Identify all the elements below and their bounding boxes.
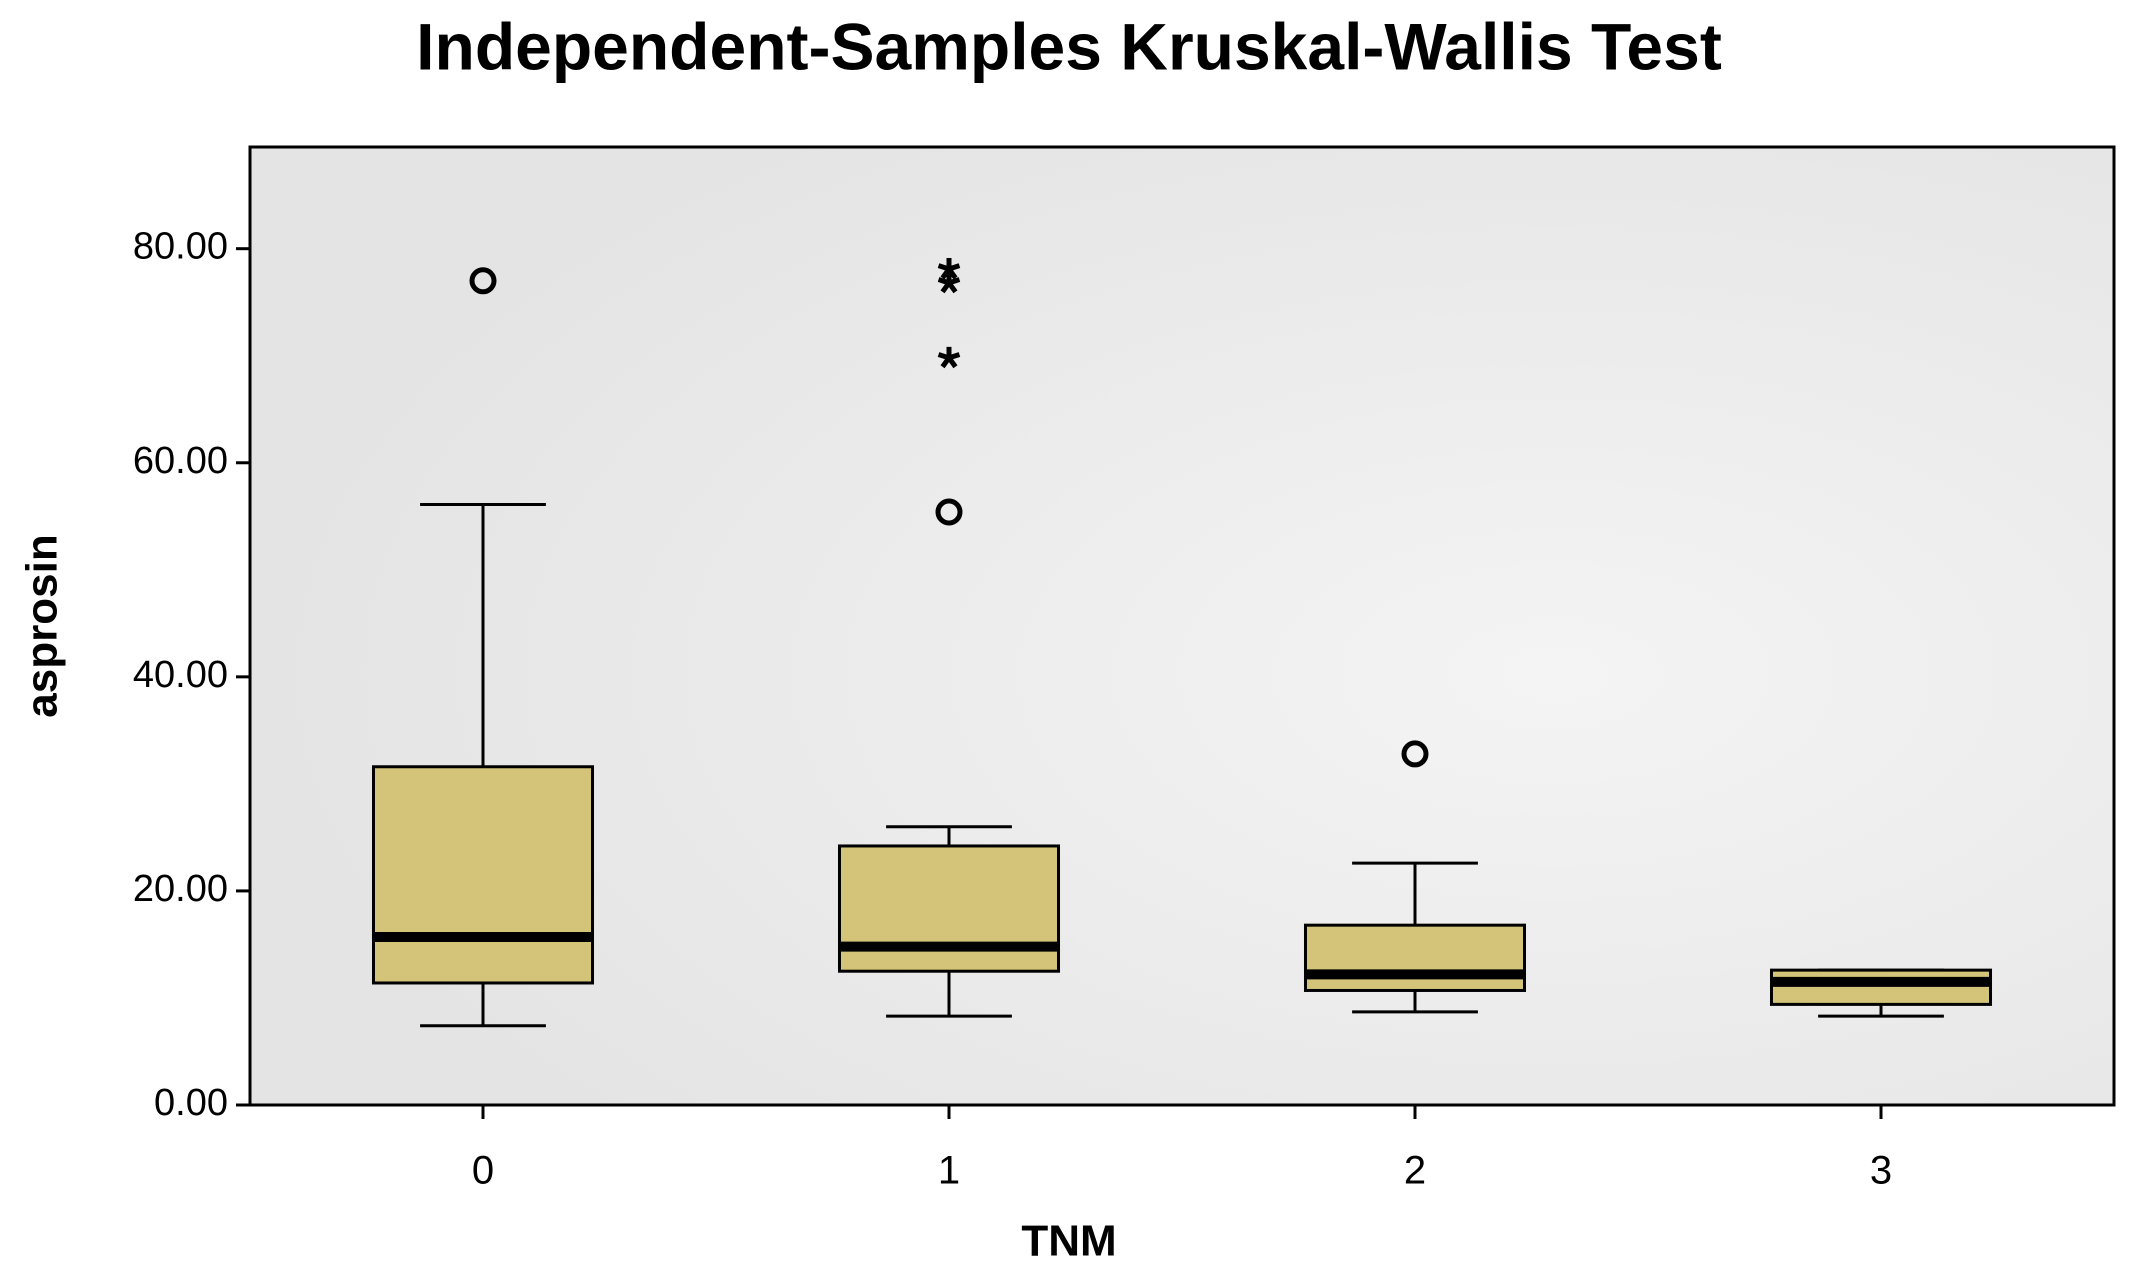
x-axis-label: TNM xyxy=(1021,1217,1116,1266)
y-tick-label: 80.00 xyxy=(133,226,228,268)
outlier xyxy=(935,498,963,526)
y-tick-label: 20.00 xyxy=(133,868,228,910)
outlier xyxy=(469,267,497,295)
extreme xyxy=(937,346,961,369)
extreme xyxy=(937,258,961,280)
extreme xyxy=(937,271,961,294)
x-tick-label: 3 xyxy=(1870,1149,1892,1193)
box xyxy=(1769,968,1993,1006)
y-tick-label: 0.00 xyxy=(154,1082,228,1124)
outlier xyxy=(1401,740,1429,768)
y-tick-label: 60.00 xyxy=(133,440,228,482)
box xyxy=(837,844,1061,973)
x-tick-label: 0 xyxy=(472,1149,494,1193)
chart-title: Independent-Samples Kruskal-Wallis Test xyxy=(416,9,1722,83)
box xyxy=(371,765,595,985)
y-axis-label: asprosin xyxy=(18,534,67,717)
x-tick-label: 1 xyxy=(938,1149,960,1193)
box xyxy=(1303,923,1527,992)
y-tick-label: 40.00 xyxy=(133,654,228,696)
x-tick-label: 2 xyxy=(1404,1149,1426,1193)
